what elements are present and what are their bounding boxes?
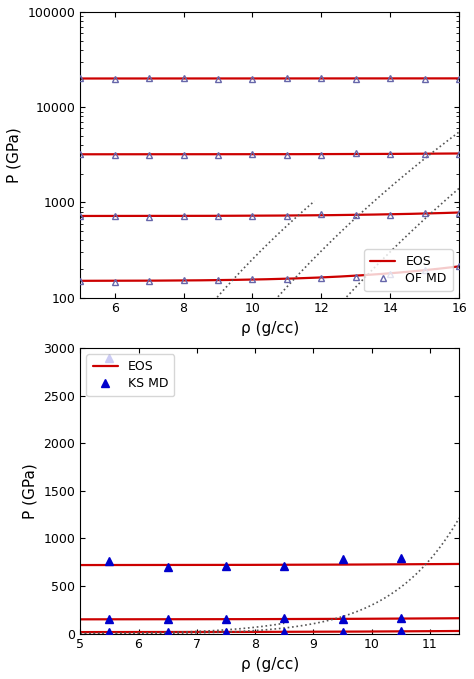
OF MD [387,74,393,82]
OF MD [422,75,428,83]
OF MD [456,75,462,83]
Line: OF MD: OF MD [77,74,463,82]
EOS [302,75,308,83]
X-axis label: ρ (g/cc): ρ (g/cc) [241,657,299,672]
OF MD [146,74,152,82]
EOS [303,75,309,83]
EOS [310,75,315,83]
OF MD [112,75,118,83]
Y-axis label: P (GPa): P (GPa) [23,463,38,519]
OF MD [250,75,255,83]
Legend: EOS, OF MD: EOS, OF MD [364,249,453,291]
Legend: EOS, KS MD: EOS, KS MD [86,354,174,397]
EOS [397,75,402,83]
EOS [456,74,462,82]
Y-axis label: P (GPa): P (GPa) [7,127,22,183]
OF MD [319,74,324,82]
OF MD [284,73,290,81]
OF MD [77,74,83,82]
EOS [79,75,84,83]
X-axis label: ρ (g/cc): ρ (g/cc) [241,321,299,336]
EOS [421,74,427,82]
EOS [77,75,83,83]
OF MD [215,75,221,83]
OF MD [353,75,359,83]
OF MD [181,73,186,81]
